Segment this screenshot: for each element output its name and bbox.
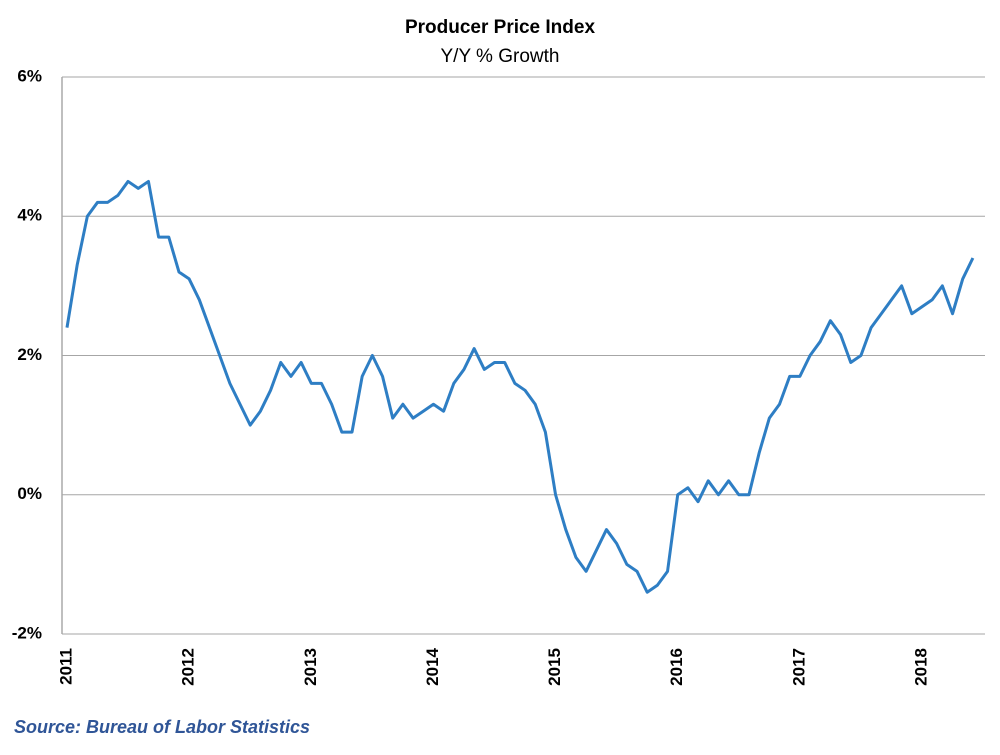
chart-title: Producer Price Index [405,17,596,38]
x-tick-label: 2017 [789,648,808,686]
source-note: Source: Bureau of Labor Statistics [14,717,310,737]
x-tick-label: 2016 [667,648,686,686]
data-line [65,179,975,594]
x-tick-label: 2015 [545,648,564,686]
chart-subtitle: Y/Y % Growth [441,46,560,67]
y-tick-label: -2% [12,623,42,642]
y-tick-label: 4% [17,206,42,225]
y-tick-label: 2% [17,345,42,364]
y-tick-label: 6% [17,66,42,85]
y-tick-label: 0% [17,484,42,503]
x-tick-label: 2018 [911,648,930,686]
x-tick-label: 2012 [179,648,198,686]
x-tick-label: 2011 [56,648,75,685]
x-tick-label: 2014 [423,647,442,685]
x-tick-label: 2013 [301,648,320,686]
